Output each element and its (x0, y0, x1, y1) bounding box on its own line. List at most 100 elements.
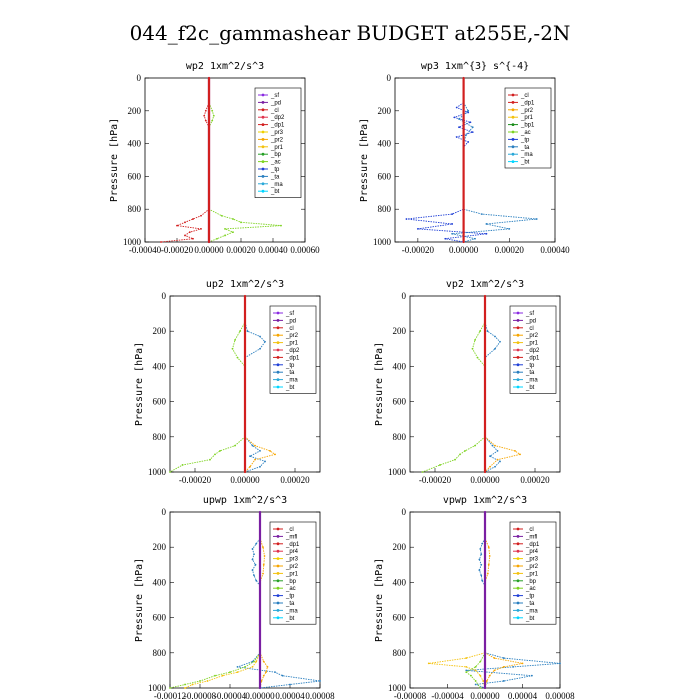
data-point-pr2 (254, 458, 256, 461)
data-point-ac (169, 471, 171, 473)
data-point-pr1 (482, 680, 485, 682)
panel-title: wp2 1xm^2/s^3 (186, 61, 264, 72)
legend-label-bt: _bt (525, 616, 535, 622)
panel-title: vp2 1xm^2/s^3 (446, 279, 524, 290)
legend-marker-pr2 (516, 564, 520, 568)
series-line-pr2 (259, 538, 268, 689)
legend-marker-mfl (516, 535, 520, 538)
legend-label-sf: _sf (525, 311, 534, 317)
y-tick-label: 800 (393, 648, 407, 658)
x-tick-label: 0.00004 (508, 691, 538, 700)
data-point-dp1 (192, 218, 194, 220)
legend-label-pr1: _pr1 (525, 571, 539, 577)
panel-title: up2 1xm^2/s^3 (206, 279, 284, 290)
plot-frame (169, 511, 321, 689)
legend-marker-dp1 (511, 101, 515, 104)
legend-marker-dp1 (261, 123, 265, 126)
series-line-ac (169, 296, 246, 473)
x-tick-label: -0.00020 (402, 245, 435, 255)
legend-label-ta: _ta (285, 370, 295, 376)
series-line-ac (169, 652, 261, 689)
legend-label-pr1: _pr1 (285, 341, 299, 347)
data-point-pr2 (485, 680, 488, 682)
legend-marker-ac (511, 130, 515, 134)
data-point-cl (462, 76, 465, 80)
data-point-pr2 (487, 546, 490, 549)
data-point-ta (494, 335, 496, 338)
data-point-pr1 (427, 662, 430, 665)
data-point-dp1 (200, 227, 202, 230)
data-point-pr1 (474, 669, 477, 672)
x-tick-label: 0.00000 (230, 475, 260, 485)
data-point-ac (253, 660, 255, 663)
legend-marker-cl (516, 527, 520, 531)
data-point-pr2 (493, 669, 496, 672)
legend-label-ma: _ma (520, 152, 533, 158)
data-point-ac (479, 330, 481, 333)
legend-label-pd: _pd (285, 318, 296, 324)
data-point-tp (405, 218, 408, 220)
data-point-ac (224, 227, 226, 230)
y-tick-label: 0 (402, 507, 407, 517)
data-point-pr2 (494, 444, 496, 447)
data-point-mfl (483, 510, 487, 514)
data-point-pr2 (263, 555, 266, 557)
data-point-ta (494, 347, 496, 350)
legend-marker-dp1 (276, 356, 280, 359)
legend-marker-bp (276, 579, 280, 583)
legend-marker-cl (276, 527, 280, 531)
x-tick-label: 0.00020 (520, 475, 550, 485)
series-line-ta (484, 322, 501, 473)
x-tick-label: -0.00008 (394, 691, 427, 700)
legend-label-ma: _ma (285, 378, 298, 384)
data-point-pr2 (265, 671, 267, 674)
legend-marker-ac (261, 160, 265, 164)
data-point-ta (259, 335, 261, 338)
data-point-pr2 (262, 563, 265, 566)
data-point-ta (465, 669, 468, 672)
y-tick-label: 600 (378, 171, 392, 181)
data-point-tp (467, 141, 470, 143)
data-point-ta (255, 579, 258, 582)
y-tick-label: 1000 (373, 237, 392, 247)
legend-label-dp2: _dp2 (270, 115, 285, 121)
data-point-ac (216, 237, 218, 240)
legend-marker-sf (261, 93, 265, 97)
data-point-ac (476, 356, 479, 359)
data-point-ta (251, 569, 254, 571)
legend-label-ta: _ta (285, 601, 295, 607)
legend-label-dp1: _dp1 (520, 100, 535, 106)
data-point-ac (232, 231, 234, 234)
data-point-pr2 (262, 572, 264, 575)
data-point-ac (209, 458, 211, 461)
data-point-pr2 (502, 665, 505, 668)
x-tick-label: 0.00020 (495, 245, 525, 255)
data-point-ac (464, 449, 466, 452)
legend-marker-bt (276, 385, 280, 389)
data-point-ac (169, 687, 171, 689)
y-tick-label: 600 (393, 397, 407, 407)
legend-label-pr2: _pr2 (285, 564, 299, 570)
legend-marker-dp2 (276, 348, 280, 352)
y-tick-label: 200 (378, 106, 392, 116)
legend-label-pr2: _pr2 (270, 137, 284, 143)
data-point-ac (214, 453, 216, 456)
x-tick-label: 0.00040 (540, 245, 570, 255)
chart-panel-1: wp2 1xm^2/s^3 Pressure [hPa] 0 200 400 600 800… (109, 61, 320, 255)
legend-label-tp: _tp (285, 363, 295, 369)
legend-marker-pr4 (276, 549, 280, 553)
legend-label-dp1: _dp1 (525, 542, 540, 548)
legend-label-dp2: _dp2 (285, 348, 300, 354)
legend-marker-ma (276, 609, 280, 612)
legend-marker-tp (261, 167, 265, 171)
data-point-ac (474, 680, 477, 682)
x-tick-label: -0.00020 (179, 475, 212, 485)
legend-marker-ta (276, 370, 280, 374)
data-point-ac (236, 356, 239, 359)
chart-panel-6: vpwp 1xm^2/s^3 Pressure [hPa] 0 200 400 600 80… (374, 495, 575, 700)
legend-marker-dp1 (516, 356, 520, 359)
data-point-ac (459, 453, 461, 456)
data-point-ac (181, 464, 184, 466)
data-point-tp (455, 106, 458, 109)
legend-label-ac: _ac (520, 130, 531, 136)
